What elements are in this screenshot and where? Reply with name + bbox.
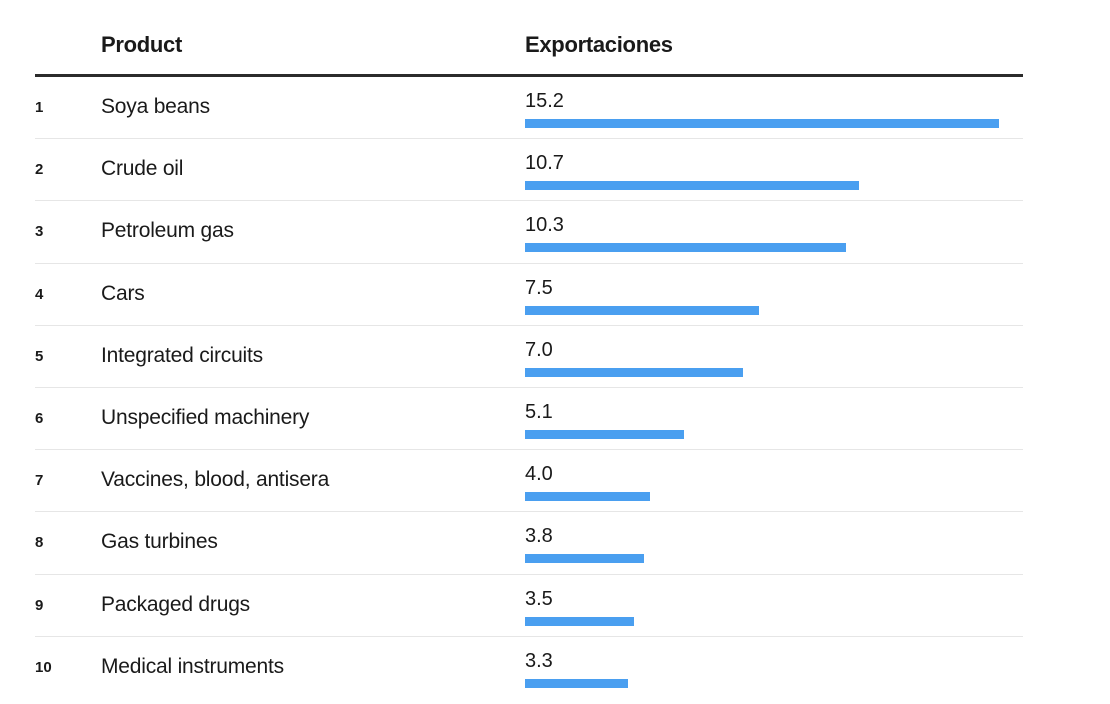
table-row: 6 Unspecified machinery 5.1	[35, 388, 1023, 451]
bar-value-label: 3.3	[525, 649, 553, 672]
product-label: Medical instruments	[101, 654, 284, 678]
table-row: 5 Integrated circuits 7.0	[35, 326, 1023, 388]
rank-label: 10	[35, 658, 52, 676]
table-row: 8 Gas turbines 3.8	[35, 512, 1023, 575]
bar	[525, 678, 628, 688]
bar	[525, 305, 759, 315]
rank-label: 2	[35, 161, 44, 179]
table-row: 2 Crude oil 10.7	[35, 139, 1023, 202]
product-label: Cars	[101, 281, 145, 305]
bar-value-label: 3.5	[525, 587, 553, 610]
product-label: Petroleum gas	[101, 219, 234, 243]
rank-label: 8	[35, 534, 44, 552]
product-label: Integrated circuits	[101, 343, 263, 367]
rank-label: 1	[35, 99, 44, 116]
rank-label: 5	[35, 347, 44, 365]
table-row: 4 Cars 7.5	[35, 264, 1023, 326]
product-label: Soya beans	[101, 95, 210, 118]
table-body: 1 Soya beans 15.2 2 Crude oil 10.7 3 Petroleum …	[35, 77, 1023, 699]
rank-label: 3	[35, 223, 44, 241]
table-row: 10 Medical instruments 3.3	[35, 637, 1023, 699]
table-header: Product Exportaciones	[35, 24, 1023, 77]
bar-value-label: 10.3	[525, 214, 564, 237]
product-column-header: Product	[101, 32, 183, 57]
table-row: 1 Soya beans 15.2	[35, 77, 1023, 140]
table-row: 7 Vaccines, blood, antisera 4.0	[35, 450, 1023, 513]
rank-label: 7	[35, 472, 44, 490]
exports-table: Product Exportaciones 1 Soya beans 15.2 2 Cr…	[35, 24, 1023, 699]
bar-value-label: 15.2	[525, 90, 564, 112]
table-row: 3 Petroleum gas 10.3	[35, 201, 1023, 264]
rank-label: 6	[35, 409, 44, 427]
bar-value-label: 4.0	[525, 463, 553, 486]
product-label: Crude oil	[101, 157, 184, 181]
exports-column-header: Exportaciones	[525, 32, 673, 57]
bar	[525, 429, 684, 439]
rank-label: 9	[35, 596, 44, 614]
product-label: Packaged drugs	[101, 592, 250, 616]
bar-value-label: 10.7	[525, 152, 564, 175]
bar-value-label: 3.8	[525, 525, 553, 548]
bar	[525, 492, 650, 502]
bar	[525, 554, 644, 564]
bar	[525, 616, 634, 626]
rank-label: 4	[35, 285, 44, 303]
bar	[525, 119, 999, 128]
product-label: Vaccines, blood, antisera	[101, 468, 330, 492]
bar	[525, 243, 846, 253]
product-label: Unspecified machinery	[101, 405, 310, 429]
bar-value-label: 5.1	[525, 400, 553, 423]
bar-value-label: 7.0	[525, 338, 553, 361]
bar	[525, 181, 859, 191]
product-label: Gas turbines	[101, 530, 218, 554]
table-row: 9 Packaged drugs 3.5	[35, 575, 1023, 637]
bar	[525, 367, 743, 377]
bar-value-label: 7.5	[525, 276, 553, 299]
